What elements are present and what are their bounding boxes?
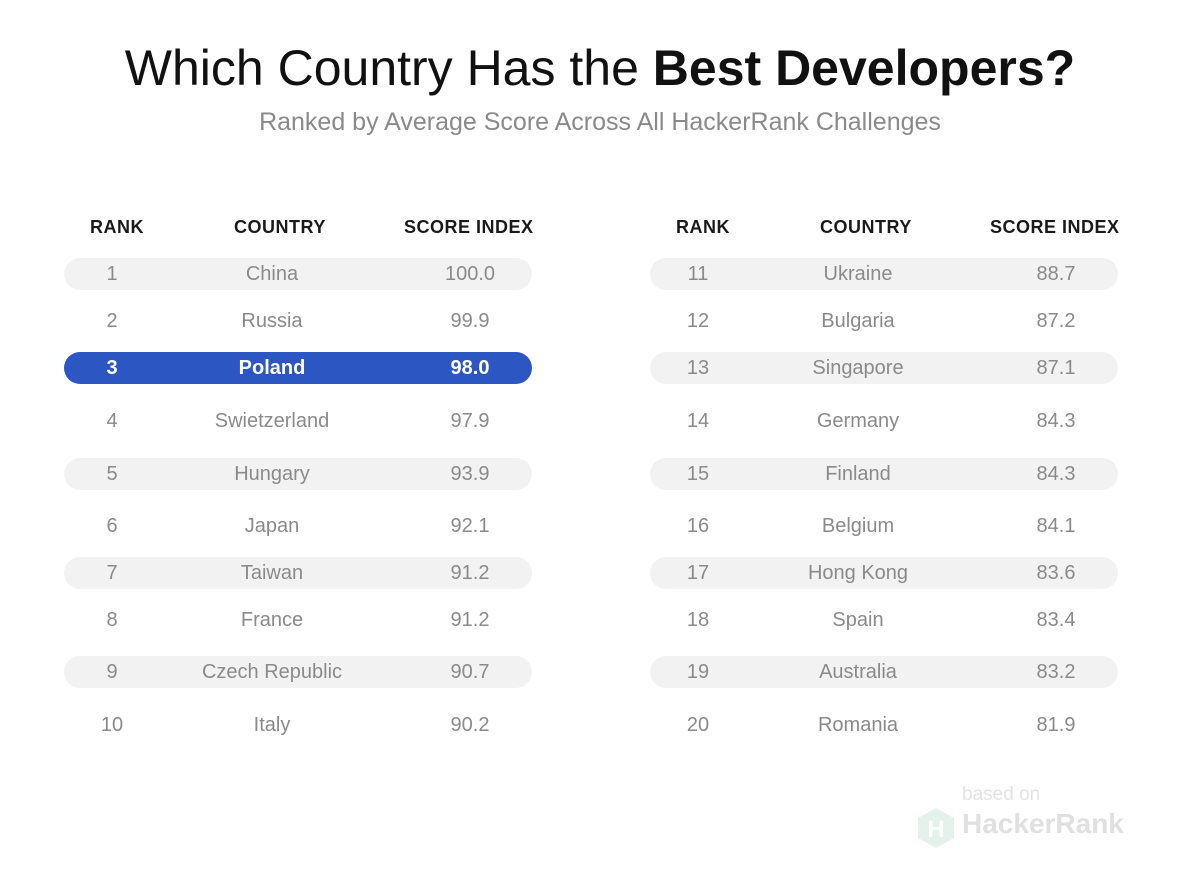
title-light: Which Country Has the (124, 40, 639, 96)
rank-cell: 6 (106, 515, 118, 537)
table-row: 20 Romania 81.9 (650, 709, 1118, 741)
country-cell: Singapore (812, 357, 904, 379)
table-row: 5 Hungary 93.9 (64, 458, 532, 490)
rank-cell: 19 (686, 661, 710, 683)
score-cell: 83.6 (1036, 562, 1076, 584)
rank-cell: 4 (106, 410, 118, 432)
table-row: 14 Germany 84.3 (650, 405, 1118, 437)
country-cell: Poland (238, 357, 306, 379)
rank-cell: 8 (106, 609, 118, 631)
country-cell: Spain (832, 609, 884, 631)
based-on-label: based on (962, 784, 1041, 805)
country-cell: Taiwan (240, 562, 304, 584)
table-row: 6 Japan 92.1 (64, 510, 532, 542)
country-cell: Swietzerland (214, 410, 330, 432)
country-cell: Russia (241, 310, 303, 332)
table-row: 16 Belgium 84.1 (650, 510, 1118, 542)
score-cell: 91.2 (450, 562, 490, 584)
header-score-index: SCORE INDEX (404, 217, 534, 237)
rank-cell: 11 (687, 263, 709, 285)
score-cell: 91.2 (450, 609, 490, 631)
table-row: 7 Taiwan 91.2 (64, 557, 532, 589)
rank-cell: 14 (686, 410, 710, 432)
rank-cell: 16 (686, 515, 710, 537)
country-cell: Finland (825, 463, 891, 485)
rank-cell: 18 (686, 609, 710, 631)
rank-cell: 5 (106, 463, 118, 485)
table-row: 13 Singapore 87.1 (650, 352, 1118, 384)
country-cell: Australia (819, 661, 897, 683)
rank-cell: 9 (106, 661, 118, 683)
score-cell: 87.1 (1036, 357, 1076, 379)
country-cell: Hong Kong (807, 562, 909, 584)
header-rank: RANK (676, 217, 730, 237)
table-row: 17 Hong Kong 83.6 (650, 557, 1118, 589)
score-cell: 93.9 (450, 463, 490, 485)
table-row: 2 Russia 99.9 (64, 305, 532, 337)
header-country: COUNTRY (820, 217, 912, 237)
country-cell: Germany (816, 410, 900, 432)
score-cell: 83.4 (1036, 609, 1076, 631)
table-row: 11 Ukraine 88.7 (650, 258, 1118, 290)
country-cell: Italy (253, 714, 291, 736)
country-cell: Hungary (234, 463, 310, 485)
country-cell: Czech Republic (201, 661, 343, 683)
table-row: 10 Italy 90.2 (64, 709, 532, 741)
country-cell: Japan (244, 515, 300, 537)
table-row: 1 China 100.0 (64, 258, 532, 290)
header-country: COUNTRY (234, 217, 326, 237)
country-cell: Bulgaria (821, 310, 895, 332)
score-cell: 83.2 (1036, 661, 1076, 683)
score-cell: 84.3 (1036, 410, 1076, 432)
table-row: 9 Czech Republic 90.7 (64, 656, 532, 688)
table-row: 8 France 91.2 (64, 604, 532, 636)
rank-cell: 2 (106, 310, 118, 332)
rank-cell: 3 (106, 357, 118, 379)
table-row: 19 Australia 83.2 (650, 656, 1118, 688)
country-cell: China (245, 263, 299, 285)
score-cell: 90.2 (450, 714, 490, 736)
rank-cell: 17 (686, 562, 710, 584)
score-cell: 97.9 (450, 410, 490, 432)
rank-cell: 20 (686, 714, 710, 736)
country-cell: Belgium (821, 515, 895, 537)
rank-cell: 1 (106, 263, 118, 285)
table-row: 12 Bulgaria 87.2 (650, 305, 1118, 337)
table-row: 4 Swietzerland 97.9 (64, 405, 532, 437)
score-cell: 84.3 (1036, 463, 1076, 485)
title-bold: Best Developers? (652, 40, 1076, 96)
ranking-table-right: RANK COUNTRY SCORE INDEX 11 Ukraine 88.7 12… (650, 0, 1120, 888)
rank-cell: 13 (686, 357, 710, 379)
score-cell: 100.0 (444, 263, 496, 285)
svg-text:H: H (927, 816, 944, 843)
table-row: 15 Finland 84.3 (650, 458, 1118, 490)
header-score-index: SCORE INDEX (990, 217, 1120, 237)
country-cell: Romania (817, 714, 899, 736)
score-cell: 98.0 (450, 357, 490, 379)
ranking-table-left: RANK COUNTRY SCORE INDEX 1 China 100.0 2 Rus… (64, 0, 534, 888)
hackerrank-wordmark: HackerRank (962, 808, 1124, 839)
hackerrank-brand: based on H HackerRank (914, 780, 1124, 850)
hackerrank-hex-logo-icon: H (918, 808, 954, 848)
country-cell: France (240, 609, 304, 631)
country-cell: Ukraine (823, 263, 893, 285)
table-row: 18 Spain 83.4 (650, 604, 1118, 636)
page-title: Which Country Has the Best Developers? (0, 38, 1200, 98)
rank-cell: 15 (686, 463, 710, 485)
score-cell: 90.7 (450, 661, 490, 683)
rank-cell: 12 (686, 310, 710, 332)
score-cell: 81.9 (1036, 714, 1076, 736)
rank-cell: 10 (100, 714, 124, 736)
rank-cell: 7 (106, 562, 118, 584)
table-row: 3 Poland 98.0 (64, 352, 532, 384)
score-cell: 87.2 (1036, 310, 1076, 332)
score-cell: 84.1 (1036, 515, 1076, 537)
header-rank: RANK (90, 217, 144, 237)
score-cell: 99.9 (450, 310, 490, 332)
score-cell: 88.7 (1036, 263, 1076, 285)
page-subtitle: Ranked by Average Score Across All Hacke… (259, 108, 941, 136)
score-cell: 92.1 (450, 515, 490, 537)
